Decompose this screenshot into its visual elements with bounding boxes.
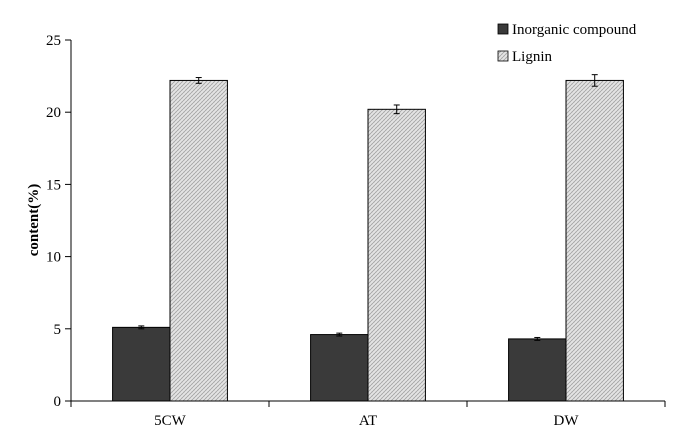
bar-lignin-dw xyxy=(565,79,624,402)
bar-inorganic-5cw xyxy=(112,326,171,402)
legend-swatch-lignin xyxy=(497,50,509,62)
legend: Inorganic compound Lignin xyxy=(497,22,637,65)
y-tick-label: 10 xyxy=(46,250,61,266)
bar-lignin-5cw xyxy=(169,79,228,402)
bars xyxy=(112,79,624,402)
bar-lignin-at xyxy=(367,108,426,402)
y-tick-label: 25 xyxy=(46,33,61,49)
bar-inorganic-at xyxy=(310,334,369,402)
y-axis-label: content(%) xyxy=(26,184,42,256)
legend-swatch-inorganic xyxy=(497,23,509,35)
error-bars xyxy=(138,74,598,341)
y-tick-label: 5 xyxy=(54,322,62,338)
y-axis: 0 5 10 15 20 25 xyxy=(46,33,72,410)
legend-label-inorganic: Inorganic compound xyxy=(512,22,637,38)
y-tick-label: 15 xyxy=(46,177,61,193)
x-tick-label: DW xyxy=(554,413,580,429)
x-tick-label: AT xyxy=(359,413,377,429)
y-tick-label: 0 xyxy=(54,394,62,410)
x-tick-label: 5CW xyxy=(154,413,187,429)
y-tick-label: 20 xyxy=(46,105,61,121)
legend-label-lignin: Lignin xyxy=(512,49,552,65)
bar-inorganic-dw xyxy=(508,338,567,402)
x-axis: 5CW AT DW xyxy=(70,400,666,429)
